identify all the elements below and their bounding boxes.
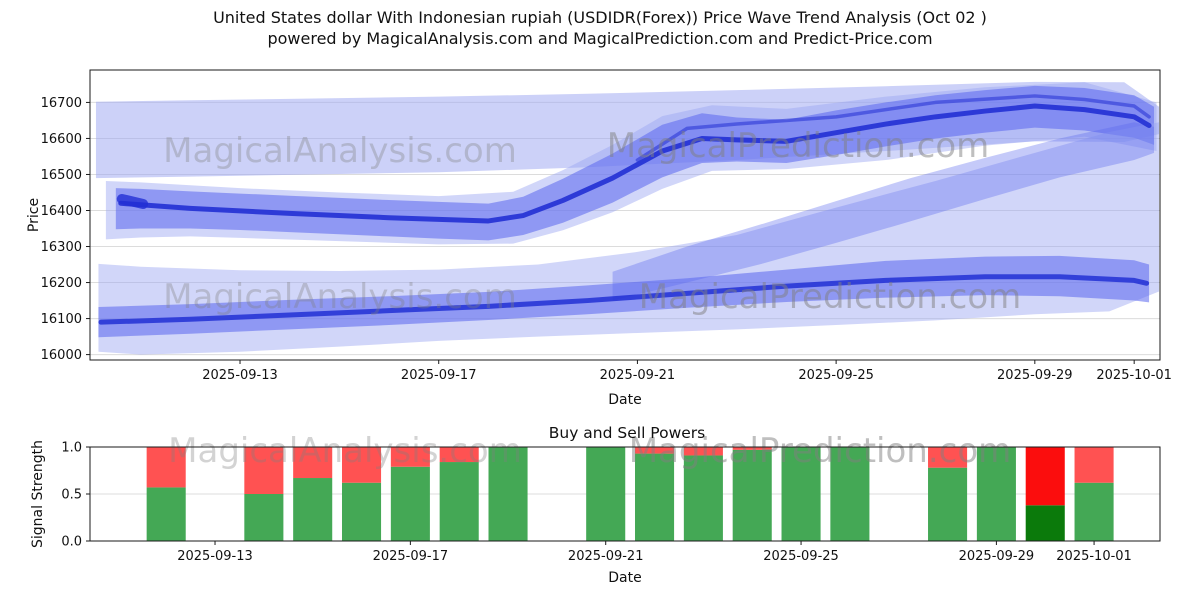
price-ytick-label: 16700: [41, 96, 82, 111]
price-xtick-label: 2025-10-01: [1096, 368, 1172, 383]
price-xtick-label: 2025-09-21: [600, 368, 676, 383]
price-line-mid-core: [118, 103, 1152, 224]
buy-sell-plot-area: [90, 446, 1160, 542]
power-ytick-label: 0.5: [61, 488, 82, 503]
buy-power-bar: [976, 447, 1016, 541]
price-band-lower-rise: [612, 122, 1155, 301]
power-xtick-label: 2025-09-17: [373, 549, 449, 564]
price-ytick-label: 16600: [41, 132, 82, 147]
price-xtick-label: 2025-09-25: [798, 368, 874, 383]
buy-power-bar: [781, 447, 821, 541]
price-xtick-label: 2025-09-13: [202, 368, 278, 383]
buy-sell-axes: 0.0 0.5 1.0 2025-09-13 2025-09-17 2025-09-21 2…: [61, 441, 1161, 564]
buy-power-bar: [1025, 505, 1065, 541]
sell-power-bar: [1025, 447, 1065, 506]
sell-power-bar: [683, 447, 723, 456]
power-ytick-label: 0.0: [61, 535, 82, 550]
power-xtick-label: 2025-09-13: [177, 549, 253, 564]
power-xtick-label: 2025-10-01: [1056, 549, 1132, 564]
buy-power-bar: [146, 487, 186, 541]
watermark-magicalanalysis-top: MagicalAnalysis.com: [163, 131, 517, 171]
sell-power-bar: [732, 447, 772, 450]
price-line-mid-start-cap: [116, 193, 149, 210]
sell-power-bar: [928, 447, 968, 468]
price-xtick-label: 2025-09-17: [401, 368, 477, 383]
sell-power-bar: [390, 447, 430, 467]
power-xlabel: Date: [608, 570, 641, 586]
price-ytick-label: 16100: [41, 312, 82, 327]
power-ytick-label: 1.0: [61, 441, 82, 456]
figure-title-line1: United States dollar With Indonesian rup…: [213, 8, 987, 27]
sell-power-bar: [635, 447, 675, 454]
watermark-magicalprediction-top: MagicalPrediction.com: [607, 126, 990, 166]
sell-power-bar: [439, 447, 479, 463]
buy-power-bar: [586, 447, 626, 541]
price-plot-border: [89, 69, 1161, 361]
buy-sell-title: Buy and Sell Powers: [549, 424, 706, 442]
sell-power-bar: [146, 447, 186, 488]
power-xtick-label: 2025-09-21: [568, 549, 644, 564]
price-ytick-label: 16300: [41, 240, 82, 255]
figure-title-line2: powered by MagicalAnalysis.com and Magic…: [267, 29, 932, 48]
buy-power-bar: [488, 447, 528, 541]
buy-power-bar: [1074, 482, 1114, 541]
buy-power-bar: [683, 455, 723, 541]
price-ytick-label: 16500: [41, 168, 82, 183]
buy-power-bar: [293, 478, 333, 541]
price-ytick-label: 16400: [41, 204, 82, 219]
watermark-magicalanalysis-mid: MagicalAnalysis.com: [163, 277, 517, 317]
price-ylabel: Price: [26, 198, 42, 232]
watermark-magicalprediction-mid: MagicalPrediction.com: [639, 277, 1022, 317]
price-wave-plot-area: [90, 81, 1160, 356]
price-line-lower-core: [98, 274, 1150, 325]
price-line-mid-core-upper: [635, 94, 1151, 162]
buy-power-bar: [732, 449, 772, 541]
sell-power-bar: [1074, 447, 1114, 483]
buy-power-bar: [244, 494, 284, 541]
sell-power-bar: [244, 447, 284, 494]
buy-power-bar: [928, 467, 968, 541]
sell-power-bar: [293, 447, 333, 479]
buy-power-bar: [390, 466, 430, 541]
watermark-magicalanalysis-bottom: MagicalAnalysis.com: [168, 431, 522, 471]
buy-power-bar: [830, 447, 870, 541]
price-ytick-label: 16200: [41, 276, 82, 291]
price-ytick-label: 16000: [41, 348, 82, 363]
power-ylabel: Signal Strength: [30, 440, 46, 548]
sell-power-bar: [341, 447, 382, 483]
price-xlabel: Date: [608, 392, 641, 408]
buy-power-bar: [439, 462, 479, 541]
watermark-magicalprediction-bottom: MagicalPrediction.com: [629, 431, 1012, 471]
power-xtick-label: 2025-09-29: [959, 549, 1035, 564]
buy-power-bar: [635, 453, 675, 541]
buy-power-bar: [341, 482, 382, 541]
price-xtick-label: 2025-09-29: [997, 368, 1073, 383]
power-xtick-label: 2025-09-25: [763, 549, 839, 564]
price-wave-axes: 16000 16100 16200 16300 16400 16500 16600 16700…: [41, 69, 1172, 383]
